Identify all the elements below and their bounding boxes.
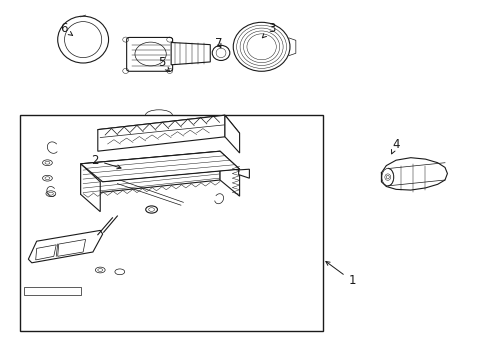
Polygon shape <box>381 158 447 190</box>
FancyBboxPatch shape <box>126 37 172 71</box>
Text: 1: 1 <box>325 261 355 287</box>
Bar <box>20 115 322 331</box>
Text: 4: 4 <box>391 138 399 154</box>
Bar <box>24 287 81 295</box>
Text: 7: 7 <box>215 37 223 50</box>
Polygon shape <box>36 245 56 260</box>
Polygon shape <box>220 151 239 196</box>
Polygon shape <box>224 115 239 153</box>
Polygon shape <box>171 42 210 65</box>
Polygon shape <box>81 164 100 212</box>
Text: 2: 2 <box>91 154 121 169</box>
Text: 5: 5 <box>157 57 169 72</box>
Polygon shape <box>98 115 239 148</box>
Polygon shape <box>81 151 239 182</box>
Text: 3: 3 <box>262 22 275 38</box>
Polygon shape <box>81 151 220 194</box>
Polygon shape <box>98 115 224 151</box>
Polygon shape <box>28 230 102 263</box>
Polygon shape <box>238 169 249 178</box>
Text: 6: 6 <box>60 22 73 36</box>
Polygon shape <box>58 239 85 256</box>
